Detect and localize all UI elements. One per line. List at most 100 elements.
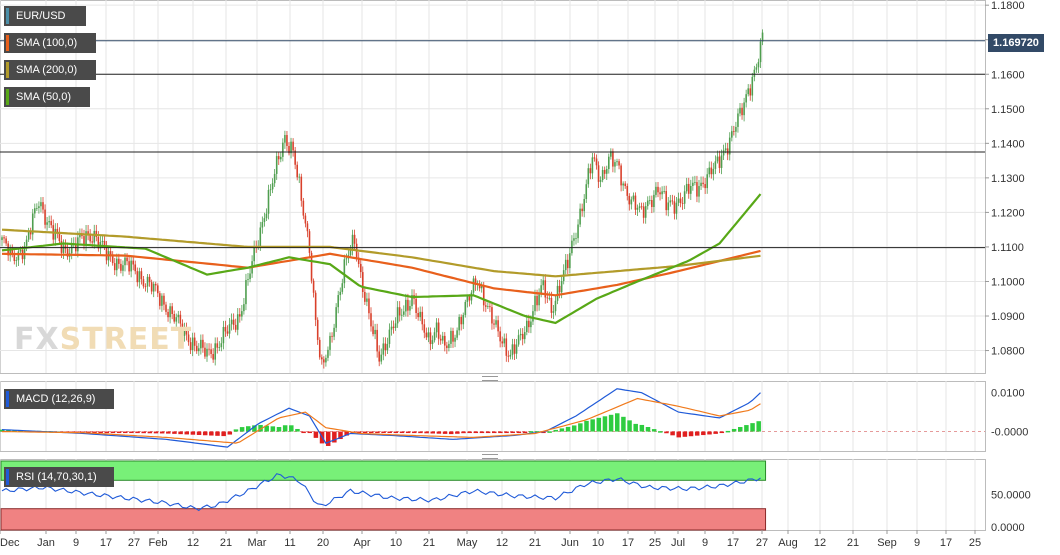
candle-body — [91, 241, 93, 243]
x-tick-label: Mar — [248, 537, 267, 549]
candle-body — [757, 62, 760, 68]
candle-body — [620, 165, 622, 186]
candle-body — [681, 203, 684, 204]
candle-body — [411, 295, 413, 307]
candle-body — [400, 314, 403, 316]
candle-body — [396, 307, 399, 324]
candle-body — [298, 176, 301, 178]
candle-body — [294, 150, 296, 165]
macd-histogram-bar — [418, 431, 423, 434]
candle-body — [58, 233, 61, 241]
candle-body — [577, 224, 579, 239]
candle-body — [441, 335, 444, 341]
macd-histogram-bar — [393, 431, 399, 434]
candle-body — [239, 314, 241, 317]
candle-body — [655, 186, 657, 195]
candle-body — [216, 343, 219, 348]
candle-body — [405, 299, 407, 312]
macd-histogram-bar — [504, 431, 509, 434]
candle-body — [628, 195, 631, 205]
candle-body — [679, 198, 682, 204]
candle-body — [720, 155, 723, 168]
candle-body — [228, 324, 231, 334]
candle-body — [690, 185, 692, 194]
candle-body — [195, 345, 198, 352]
candle-body — [118, 258, 120, 264]
candle-body — [487, 306, 489, 307]
candle-body — [439, 338, 442, 341]
x-tick-label: 17 — [940, 537, 952, 549]
macd-histogram-bar — [375, 431, 380, 434]
candle-body — [50, 221, 52, 226]
candle-body — [159, 293, 161, 306]
y-tick-label: 1.1400 — [991, 138, 1025, 150]
candle-body — [696, 182, 698, 197]
candle-body — [210, 349, 212, 354]
macd-histogram-bar — [399, 431, 405, 434]
candle-body — [321, 357, 323, 360]
macd-histogram-bar — [492, 431, 497, 434]
candle-body — [161, 295, 163, 306]
candle-body — [44, 209, 46, 225]
candle-body — [612, 151, 614, 167]
x-tick-label: 12 — [814, 537, 826, 549]
candle-body — [661, 191, 663, 195]
macd-histogram-bar — [559, 428, 565, 432]
candle-body — [105, 246, 108, 261]
candle-body — [306, 223, 309, 232]
candle-body — [534, 295, 536, 312]
macd-histogram-bar — [239, 427, 245, 432]
pane-resize-handle-rsi[interactable] — [482, 454, 498, 459]
candle-body — [93, 230, 96, 243]
sma-line-200 — [1, 228, 761, 278]
x-tick-label: 17 — [622, 537, 634, 549]
macd-histogram-bar — [307, 431, 312, 434]
macd-histogram-bar — [473, 431, 479, 434]
macd-histogram-bar — [682, 431, 688, 437]
rsi-y-tick-label: 50.0000 — [991, 490, 1031, 502]
macd-histogram-bar — [750, 423, 755, 432]
candle-body — [243, 304, 245, 312]
fxstreet-watermark: FXSTREET — [14, 322, 193, 357]
candle-body — [571, 240, 573, 254]
pane-resize-handle-macd[interactable] — [482, 376, 498, 381]
candle-body — [503, 338, 506, 344]
macd-histogram-bar — [129, 431, 134, 434]
candle-body — [605, 169, 608, 174]
candle-body — [204, 347, 206, 357]
x-tick-label: 21 — [847, 537, 859, 549]
macd-y-tick-label: 0.0100 — [991, 388, 1025, 400]
macd-histogram-bar — [202, 431, 208, 436]
candle-body — [454, 337, 456, 342]
macd-histogram-bar — [6, 429, 11, 432]
candle-body — [13, 253, 16, 261]
rsi-oversold-zone — [0, 508, 767, 531]
candle-body — [673, 201, 676, 214]
candle-body — [214, 343, 216, 360]
macd-histogram-bar — [313, 431, 319, 438]
macd-histogram-bar — [602, 416, 608, 432]
candle-body — [103, 240, 106, 247]
candle-body — [222, 326, 225, 344]
macd-histogram-bar — [233, 429, 239, 432]
candle-body — [157, 285, 159, 294]
macd-histogram-bar — [424, 431, 429, 434]
macd-histogram-bar — [209, 431, 214, 436]
macd-histogram-bar — [633, 423, 638, 432]
candle-body — [509, 354, 512, 357]
candle-body — [83, 236, 85, 245]
candle-body — [382, 343, 385, 355]
candle-body — [728, 137, 731, 155]
candle-body — [163, 295, 165, 305]
candle-body — [743, 102, 745, 116]
macd-histogram-bar — [325, 431, 331, 446]
candle-body — [698, 186, 700, 197]
macd-line-signal — [2, 397, 761, 444]
y-tick-label: 1.1200 — [991, 207, 1025, 219]
macd-histogram-bar — [479, 431, 485, 434]
macd-histogram-bar — [362, 431, 368, 434]
legend-sma-100: SMA (100,0) — [4, 33, 96, 53]
candle-body — [452, 330, 454, 342]
candle-body — [304, 215, 307, 224]
